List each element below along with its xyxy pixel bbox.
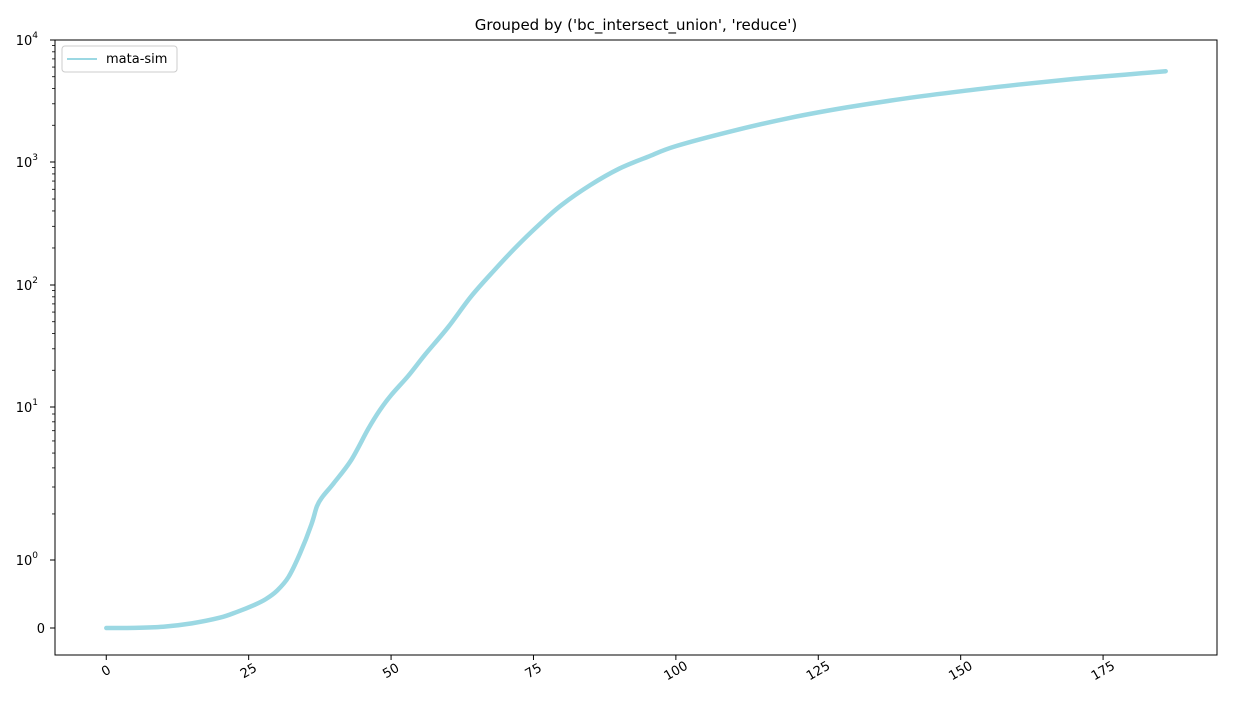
y-tick-label: 104 [16,31,39,49]
series-line-mata-sim [104,68,1168,631]
y-tick-label: 102 [16,276,38,294]
y-tick-label: 103 [16,153,38,171]
chart-title: Grouped by ('bc_intersect_union', 'reduc… [475,16,797,35]
x-tick-label: 125 [804,659,833,684]
x-tick-label: 0 [99,663,114,680]
legend: mata-sim [61,45,178,73]
x-tick-label: 50 [380,661,402,682]
y-tick-label: 100 [16,551,39,569]
legend-label: mata-sim [106,52,167,67]
x-tick-label: 175 [1089,659,1118,684]
x-tick-label: 75 [523,661,545,682]
axes: 0 25 50 75 100 125 150 175 0 100 101 102 103 104 [16,31,1218,684]
legend-frame [61,45,178,73]
x-tick-label: 25 [238,661,260,682]
x-tick-label: 150 [946,659,975,684]
y-tick-label: 0 [37,622,45,637]
y-tick-label: 101 [16,398,38,416]
axes-frame [54,39,1218,656]
x-tick-label: 100 [662,659,691,684]
plot-area [104,68,1168,631]
